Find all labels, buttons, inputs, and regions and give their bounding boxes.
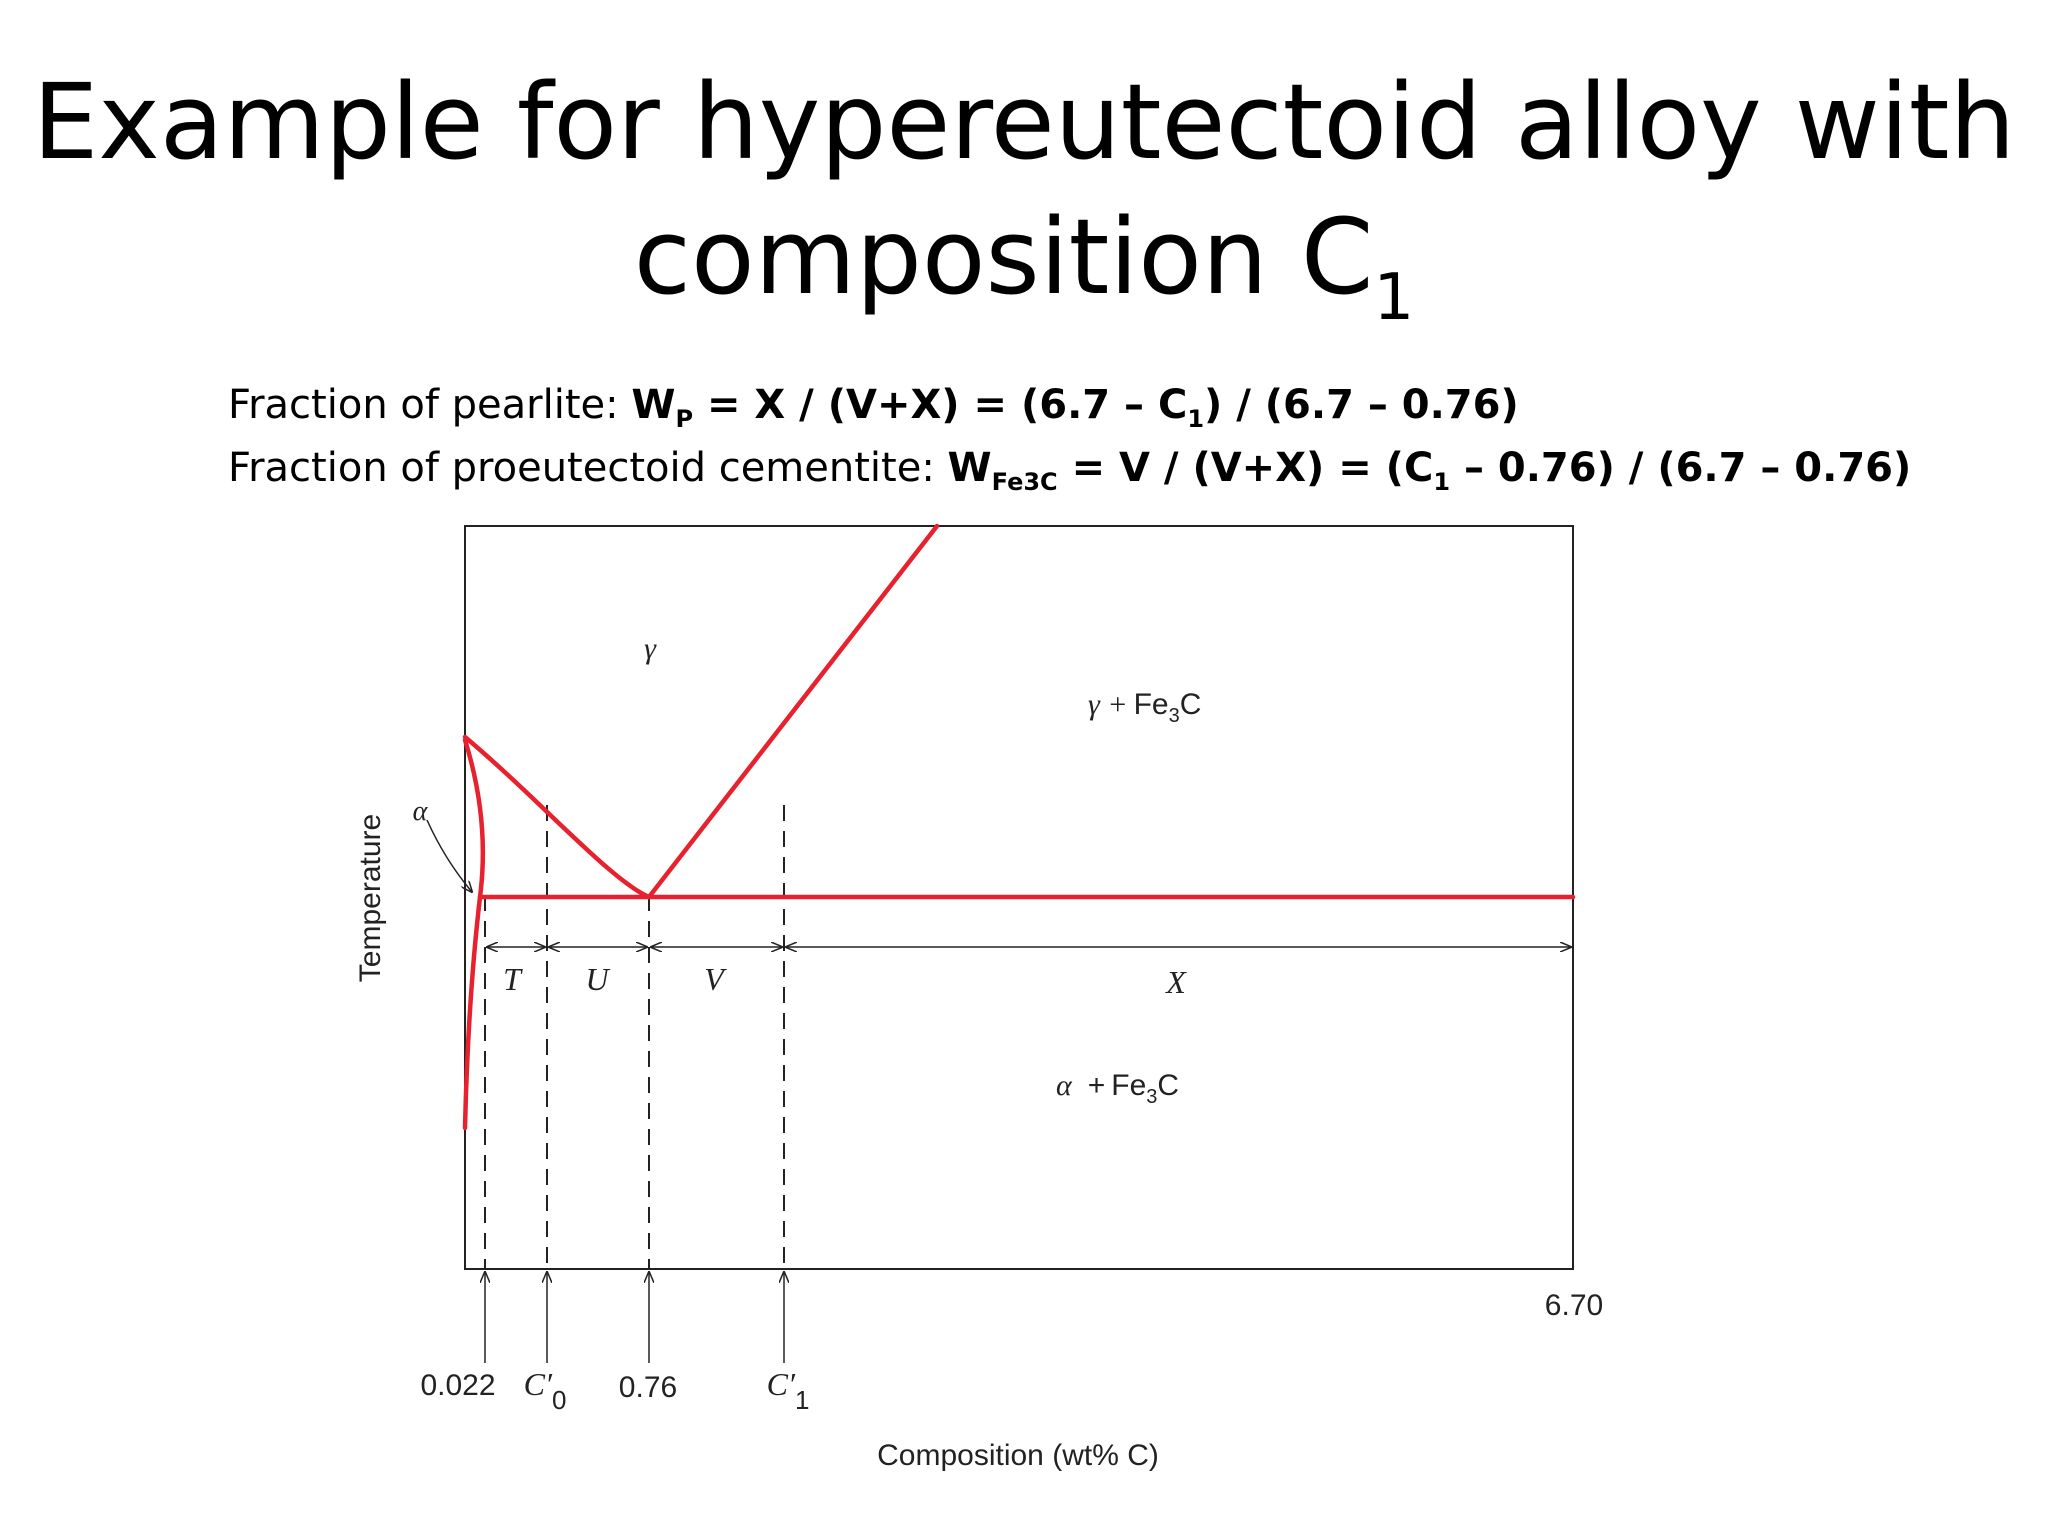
slide-title-line1: Example for hypereutectoid alloy with [32,61,2016,183]
gamma-cementite-boundary [646,523,940,900]
marker-c0-label: C′0 [524,1366,567,1415]
gamma-label: γ [644,632,657,665]
alpha-solvus-curve [462,737,486,1131]
cementite-fraction-formula: Fraction of proeutectoid cementite: WFe3… [228,445,1912,496]
alpha-fe3c-label: α + Fe3C [1056,1069,1179,1108]
phase-boundaries [462,523,1576,1131]
segment-u-label: U [585,961,610,997]
pearlite-fraction-formula: Fraction of pearlite: WP = X / (V+X) = (… [228,382,1519,433]
segment-x-label: X [1164,964,1187,1000]
slide-title-line2: composition C1 [633,196,1415,335]
alpha-pointer-arrow [426,819,472,892]
gamma-alpha-boundary [462,734,652,900]
marker-076-label: 0.76 [619,1371,677,1404]
segment-t-label: T [503,961,523,997]
alpha-label: α [413,796,429,827]
x-axis-label: Composition (wt% C) [877,1439,1159,1472]
gamma-fe3c-label: γ + Fe3C [1088,688,1201,727]
y-axis-label: Temperature [354,814,387,982]
marker-0022-label: 0.022 [420,1369,495,1402]
composition-marker-arrows [485,1272,784,1363]
composition-dashed-lines [484,805,785,1270]
segment-v-label: V [704,961,727,997]
marker-c1-label: C′1 [767,1366,810,1415]
x-max-label: 6.70 [1545,1289,1603,1322]
